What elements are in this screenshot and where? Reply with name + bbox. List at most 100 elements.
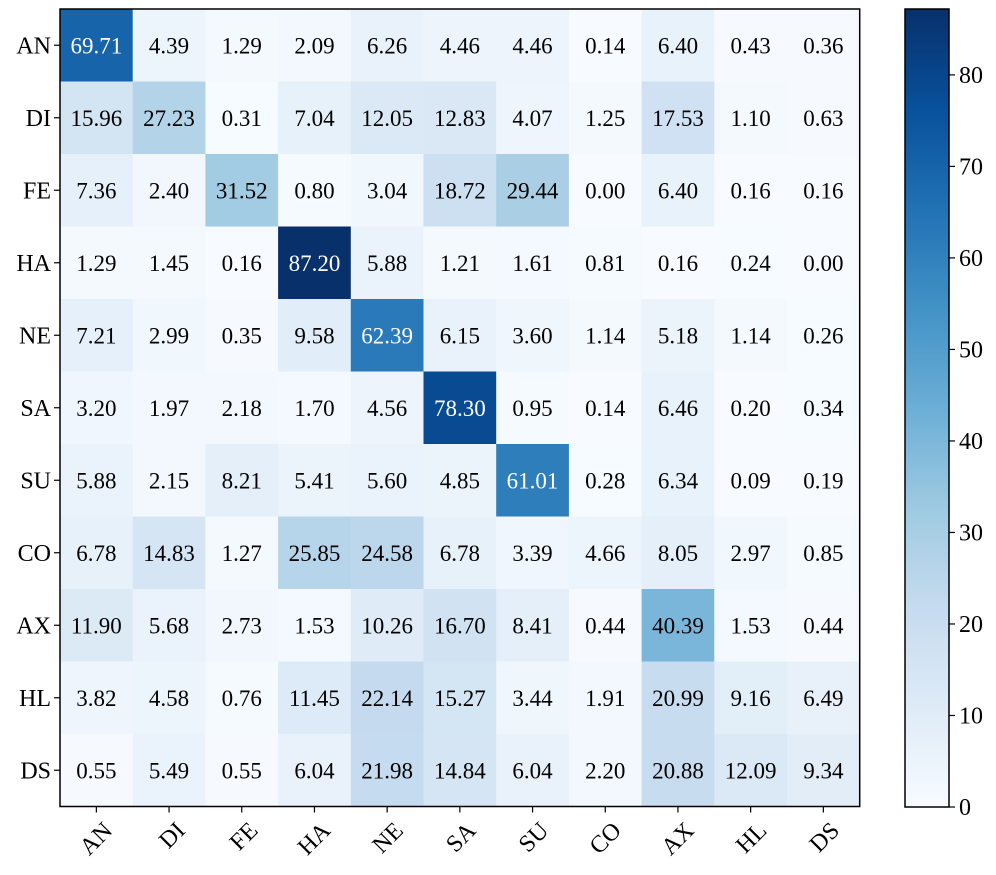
heatmap-cell-an-fe	[205, 9, 279, 83]
y-tick-label-co: CO	[18, 541, 51, 567]
heatmap-cell-fe-fe	[205, 154, 279, 228]
heatmap-cell-fe-di	[132, 154, 206, 228]
heatmap-cell-co-ha	[278, 516, 352, 590]
y-tick-label-di: DI	[26, 106, 51, 132]
heatmap-cell-di-ds	[787, 81, 861, 155]
cell-value-ds-ne: 21.98	[361, 758, 413, 783]
cell-value-hl-ha: 11.45	[289, 686, 340, 711]
heatmap-cell-hl-sa	[423, 661, 497, 735]
heatmap-cell-ax-di	[132, 589, 206, 663]
cell-value-an-ha: 2.09	[294, 33, 334, 58]
cell-value-ne-ds: 0.26	[803, 323, 843, 348]
cell-value-fe-hl: 0.16	[731, 178, 771, 203]
heatmap-cell-ds-fe	[205, 734, 279, 808]
heatmap-cell-hl-ha	[278, 661, 352, 735]
heatmap-cell-ds-an	[60, 734, 134, 808]
heatmap-cell-an-ha	[278, 9, 352, 83]
cell-value-su-su: 61.01	[507, 468, 559, 493]
cell-value-su-ne: 5.60	[367, 468, 407, 493]
y-tick-label-ne: NE	[19, 323, 51, 349]
y-axis-ticks: AN DI FE HA NE SA SU CO AX HL DS	[16, 33, 60, 784]
heatmap-cell-ne-hl	[714, 299, 788, 373]
cell-value-ds-hl: 12.09	[725, 758, 777, 783]
cell-value-fe-ax: 6.40	[658, 178, 698, 203]
x-tick-label-di: DI	[154, 818, 190, 854]
cell-value-ne-ha: 9.58	[294, 323, 334, 348]
cell-value-ha-ds: 0.00	[803, 251, 843, 276]
heatmap-cell-ha-fe	[205, 226, 279, 300]
cell-value-di-ne: 12.05	[361, 106, 413, 131]
cell-value-hl-co: 1.91	[585, 686, 625, 711]
cell-value-an-an: 69.71	[70, 33, 122, 58]
cell-value-ne-ne: 62.39	[361, 323, 413, 348]
heatmap-cell-hl-su	[496, 661, 570, 735]
x-tick-label-an: AN	[75, 818, 118, 861]
heatmap-cell-co-ne	[350, 516, 425, 590]
cell-value-su-an: 5.88	[76, 468, 116, 493]
cell-value-su-hl: 0.09	[731, 468, 771, 493]
cell-value-an-sa: 4.46	[440, 33, 480, 58]
cell-value-di-su: 4.07	[512, 106, 552, 131]
heatmap-cell-di-hl	[714, 81, 788, 155]
cell-value-di-ax: 17.53	[652, 106, 704, 131]
heatmap-cell-ha-ne	[350, 226, 425, 300]
cell-value-an-ds: 0.36	[803, 33, 843, 58]
heatmap-cell-values: 69.71 4.39 1.29 2.09 6.26 4.46 4.46 0.14 6.40 0.4…	[70, 33, 844, 783]
heatmap-cell-di-ax	[641, 81, 715, 155]
cell-value-co-ne: 24.58	[361, 541, 413, 566]
heatmap-cell-hl-ds	[787, 661, 861, 735]
colorbar-tick-label-60: 60	[959, 246, 983, 272]
colorbar-ticks: 0 10 20 30 40 50 60 70 80	[949, 63, 983, 821]
cell-value-su-ds: 0.19	[803, 468, 843, 493]
cell-value-ax-ax: 40.39	[652, 613, 704, 638]
heatmap-cell-ne-fe	[205, 299, 279, 373]
cell-value-ax-fe: 2.73	[222, 613, 262, 638]
heatmap-cell-fe-ha	[278, 154, 352, 228]
heatmap-cell-an-ax	[641, 9, 715, 83]
heatmap-cell-ds-sa	[423, 734, 497, 808]
heatmap-cell-ax-an	[60, 589, 134, 663]
heatmap-cell-su-di	[132, 444, 206, 518]
heatmap-cell-di-ne	[350, 81, 425, 155]
cell-value-sa-ne: 4.56	[367, 396, 407, 421]
cell-value-ax-ne: 10.26	[361, 613, 413, 638]
cell-value-co-ax: 8.05	[658, 541, 698, 566]
heatmap-cell-hl-co	[568, 661, 643, 735]
heatmap-cell-ha-hl	[714, 226, 788, 300]
cell-value-di-ds: 0.63	[803, 106, 843, 131]
x-tick-label-fe: FE	[225, 818, 263, 856]
cell-value-su-fe: 8.21	[222, 468, 262, 493]
x-tick-label-ne: NE	[368, 818, 409, 859]
heatmap-cell-co-di	[132, 516, 206, 590]
heatmap-cell-hl-ax	[641, 661, 715, 735]
cell-value-sa-sa: 78.30	[434, 396, 486, 421]
y-tick-label-an: AN	[16, 33, 51, 59]
heatmap-cell-ha-co	[568, 226, 643, 300]
heatmap-cell-sa-ax	[641, 371, 715, 445]
cell-value-co-an: 6.78	[76, 541, 116, 566]
cell-value-ax-an: 11.90	[71, 613, 122, 638]
colorbar-tick-label-30: 30	[959, 520, 983, 546]
heatmap-cell-ha-su	[496, 226, 570, 300]
heatmap-cell-hl-fe	[205, 661, 279, 735]
colorbar-tick-label-80: 80	[959, 63, 983, 89]
heatmap-cell-an-hl	[714, 9, 788, 83]
heatmap-cell-co-su	[496, 516, 570, 590]
heatmap-cell-di-fe	[205, 81, 279, 155]
cell-value-ne-an: 7.21	[76, 323, 116, 348]
heatmap-cell-ax-hl	[714, 589, 788, 663]
heatmap-cell-co-fe	[205, 516, 279, 590]
x-tick-label-ha: HA	[293, 817, 336, 860]
y-tick-label-ha: HA	[16, 251, 51, 277]
heatmap-cell-di-sa	[423, 81, 497, 155]
heatmap-cell-an-ne	[350, 9, 425, 83]
heatmap-cell-su-an	[60, 444, 134, 518]
cell-value-sa-ds: 0.34	[803, 396, 844, 421]
heatmap-cell-sa-ne	[350, 371, 425, 445]
cell-value-su-sa: 4.85	[440, 468, 480, 493]
heatmap-cell-co-co	[568, 516, 643, 590]
cell-value-co-ds: 0.85	[803, 541, 843, 566]
heatmap-cell-ne-su	[496, 299, 570, 373]
heatmap-cell-su-fe	[205, 444, 279, 518]
heatmap-cell-ha-sa	[423, 226, 497, 300]
